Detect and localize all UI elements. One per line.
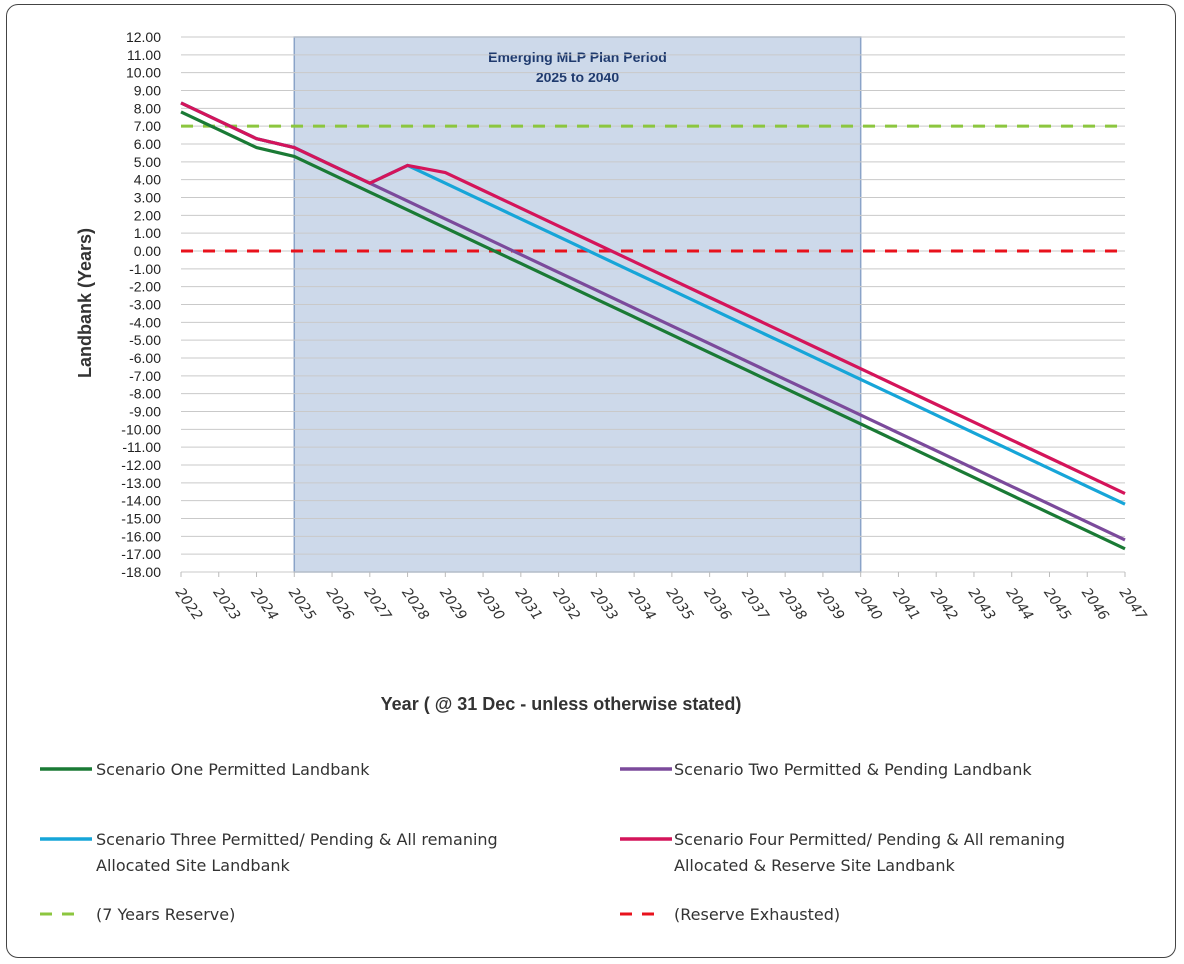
x-axis-title: Year ( @ 31 Dec - unless otherwise state…: [381, 694, 742, 714]
y-tick-label: 4.00: [134, 172, 161, 188]
legend-label-7-years-reserve: (7 Years Reserve): [96, 905, 235, 924]
y-tick-label: -2.00: [129, 279, 161, 295]
x-tick-label: 2022: [172, 585, 206, 623]
y-tick-label: -14.00: [121, 493, 161, 509]
y-tick-label: 11.00: [127, 47, 161, 63]
x-tick-label: 2028: [398, 585, 432, 623]
y-tick-label: 5.00: [134, 154, 161, 170]
legend-label-scenario-three-line1: Scenario Three Permitted/ Pending & All …: [96, 830, 498, 849]
x-tick-label: 2023: [209, 585, 243, 623]
y-tick-label: -13.00: [121, 475, 161, 491]
y-tick-label: -3.00: [129, 297, 161, 313]
y-tick-label: -17.00: [121, 546, 161, 562]
x-tick-label: 2047: [1116, 585, 1150, 623]
legend-label-reserve-exhausted: (Reserve Exhausted): [674, 905, 840, 924]
y-tick-label: 10.00: [126, 65, 161, 81]
x-tick-label: 2027: [361, 585, 395, 623]
x-tick-label: 2032: [549, 585, 583, 623]
y-axis-title: Landbank (Years): [75, 228, 95, 378]
y-tick-label: -9.00: [129, 404, 161, 420]
legend: Scenario One Permitted Landbank Scenario…: [40, 760, 1065, 924]
y-tick-label: -5.00: [129, 332, 161, 348]
x-tick-label: 2025: [285, 585, 319, 623]
x-tick-label: 2038: [776, 585, 810, 623]
x-tick-label: 2033: [587, 585, 621, 623]
x-tick-labels: 2022 2023 2024 2025 2026 2027 2028 2029 2030 2031…: [172, 585, 1150, 623]
y-tick-label: -1.00: [129, 261, 161, 277]
x-tick-label: 2030: [474, 585, 508, 623]
y-tick-label: -4.00: [129, 314, 161, 330]
y-tick-label: -6.00: [129, 350, 161, 366]
y-tick-label: -11.00: [122, 439, 161, 455]
y-tick-label: 9.00: [134, 83, 161, 99]
y-tick-label: -10.00: [121, 421, 161, 437]
y-tick-label: 0.00: [134, 243, 161, 259]
x-tick-label: 2037: [738, 585, 772, 623]
x-tick-label: 2035: [663, 585, 697, 623]
y-tick-label: -18.00: [121, 564, 161, 580]
x-tick-label: 2042: [927, 585, 961, 623]
x-tick-label: 2031: [512, 585, 546, 623]
x-tick-label: 2043: [965, 585, 999, 623]
y-tick-label: 3.00: [134, 190, 161, 206]
y-tick-label: 12.00: [126, 29, 161, 45]
y-tick-label: -15.00: [121, 511, 161, 527]
legend-label-scenario-one: Scenario One Permitted Landbank: [96, 760, 370, 779]
y-tick-label: 6.00: [134, 136, 161, 152]
legend-label-scenario-four-line1: Scenario Four Permitted/ Pending & All r…: [674, 830, 1065, 849]
x-tick-label: 2036: [700, 585, 734, 623]
y-tick-label: 2.00: [134, 207, 161, 223]
x-tick-label: 2034: [625, 585, 659, 623]
plan-period-label-line2: 2025 to 2040: [536, 69, 619, 85]
legend-label-scenario-three-line2: Allocated Site Landbank: [96, 856, 291, 875]
legend-label-scenario-two: Scenario Two Permitted & Pending Landban…: [674, 760, 1032, 779]
y-tick-label: -16.00: [121, 528, 161, 544]
plan-period-label-line1: Emerging MLP Plan Period: [488, 49, 667, 65]
x-tick-label: 2046: [1078, 585, 1112, 623]
x-tick-label: 2029: [436, 585, 470, 623]
y-tick-label: 1.00: [134, 225, 161, 241]
x-tick-label: 2044: [1002, 585, 1036, 623]
y-tick-labels: -18.00 -17.00 -16.00-15.00 -14.00 -13.00 -12.…: [121, 29, 161, 580]
x-tick-label: 2045: [1040, 585, 1074, 623]
x-tick-label: 2026: [323, 585, 357, 623]
x-tick-label: 2040: [851, 585, 885, 623]
legend-label-scenario-four-line2: Allocated & Reserve Site Landbank: [674, 856, 955, 875]
y-tick-label: -12.00: [121, 457, 161, 473]
x-tick-label: 2039: [814, 585, 848, 623]
y-tick-label: -7.00: [129, 368, 161, 384]
y-tick-label: -8.00: [129, 386, 161, 402]
y-tick-label: 8.00: [134, 100, 161, 116]
y-tick-label: 7.00: [134, 118, 161, 134]
x-tick-label: 2041: [889, 585, 923, 623]
x-tick-label: 2024: [247, 585, 281, 623]
